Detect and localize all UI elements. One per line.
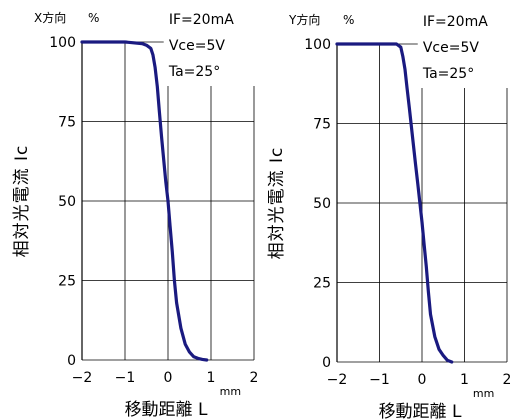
x-y-axis-title: 相対光電流 Ic xyxy=(12,145,32,258)
x-y-tick-label: 100 xyxy=(49,35,76,51)
x-x-tick-label: −2 xyxy=(72,370,93,386)
panel-y-direction: −2 −1 0 1 2 0 25 50 75 100 Y方向% IF=20mA Vce=5V Ta=25°… xyxy=(267,12,516,419)
y-y-axis-title: 相対光電流 Ic xyxy=(267,147,287,260)
y-series-line xyxy=(335,42,454,364)
y-x-tick-label: 2 xyxy=(503,372,512,388)
x-series-line xyxy=(80,40,209,362)
y-x-tick-label: −1 xyxy=(369,372,390,388)
x-condition-text: Ta=25° xyxy=(168,64,220,80)
y-y-tick-label: 25 xyxy=(313,276,331,292)
x-x-axis-title: 移動距離 L xyxy=(125,400,208,419)
y-panel-label: Y方向 xyxy=(288,12,320,27)
x-condition-text: IF=20mA xyxy=(169,12,234,28)
y-condition-text: Ta=25° xyxy=(422,66,474,82)
panel-x-direction: −2 −1 0 1 2 0 25 50 75 100 X方向% IF=20mA Vce=5V Ta=25°… xyxy=(12,10,264,419)
x-x-unit-label: mm xyxy=(220,385,241,398)
x-conditions-box xyxy=(163,12,264,86)
y-conditions-box xyxy=(417,14,516,88)
y-x-tick-label: 0 xyxy=(418,372,427,388)
y-condition-text: Vce=5V xyxy=(423,40,480,56)
y-x-axis-title: 移動距離 L xyxy=(379,402,462,419)
x-y-tick-label: 25 xyxy=(58,274,76,290)
x-y-tick-label: 0 xyxy=(67,353,76,369)
y-x-tick-label: −2 xyxy=(327,372,348,388)
y-y-tick-label: 100 xyxy=(304,37,331,53)
y-x-tick-label: 1 xyxy=(460,372,469,388)
y-y-tick-label: 75 xyxy=(313,117,331,133)
y-y-unit-label: % xyxy=(343,13,354,27)
x-x-tick-label: −1 xyxy=(115,370,136,386)
y-y-tick-label: 0 xyxy=(322,355,331,371)
x-panel-label: X方向 xyxy=(34,10,66,25)
y-x-unit-label: mm xyxy=(473,387,494,400)
y-y-tick-label: 50 xyxy=(313,196,331,212)
x-x-tick-label: 2 xyxy=(250,370,259,386)
x-condition-text: Vce=5V xyxy=(169,38,226,54)
x-y-unit-label: % xyxy=(88,11,99,25)
x-x-tick-label: 0 xyxy=(164,370,173,386)
y-condition-text: IF=20mA xyxy=(423,14,488,30)
x-y-tick-label: 75 xyxy=(58,115,76,131)
x-y-tick-label: 50 xyxy=(58,194,76,210)
x-x-tick-label: 1 xyxy=(207,370,216,386)
